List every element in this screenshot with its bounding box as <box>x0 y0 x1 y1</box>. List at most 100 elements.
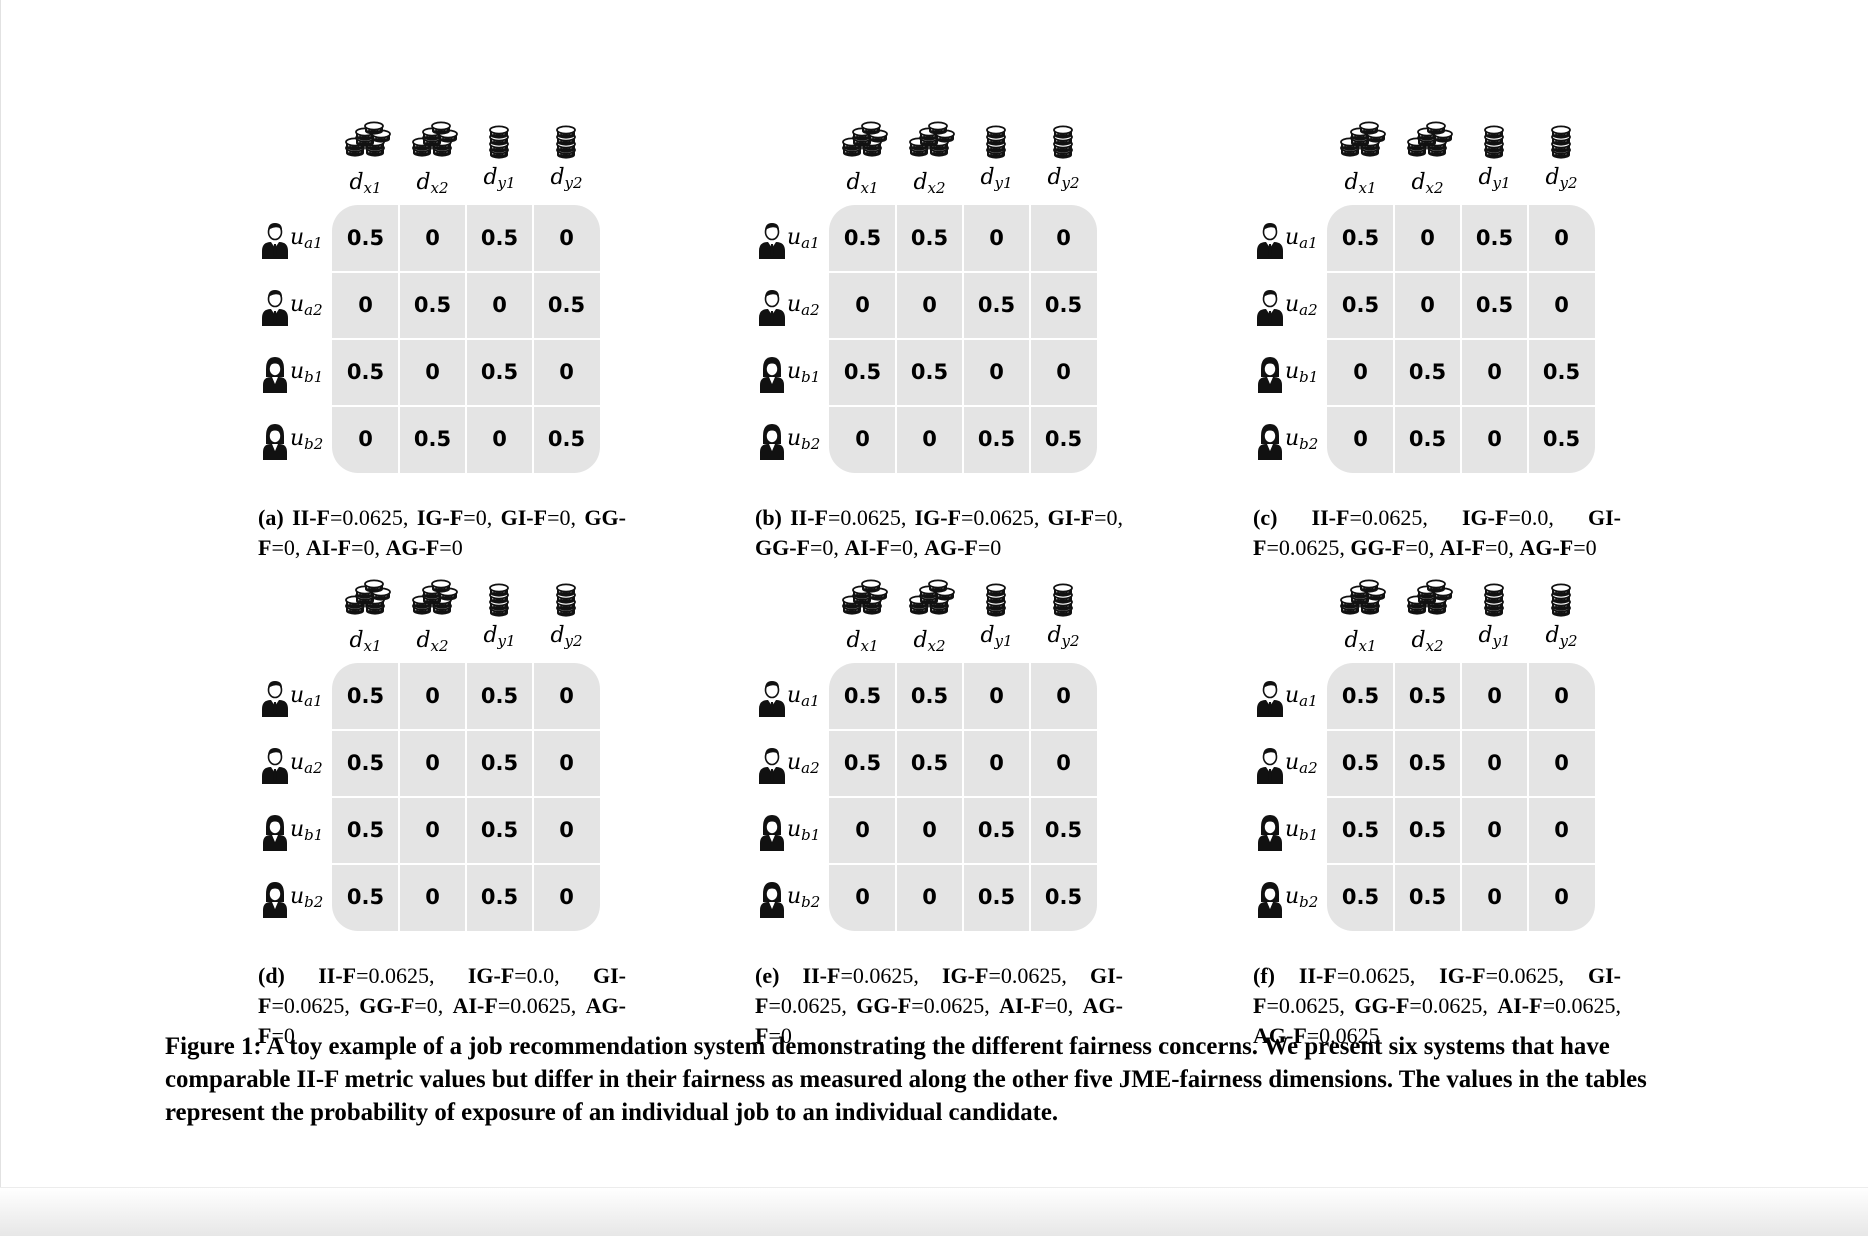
row-header-ub2: ub2 <box>1253 864 1673 931</box>
table-cell: 0.5 <box>1408 818 1447 842</box>
row-label-subscript: a1 <box>304 234 323 252</box>
row-label-base: u <box>787 225 802 250</box>
metric-name: GG-F <box>359 993 415 1018</box>
row-header-ua2: ua2 <box>258 272 678 339</box>
col-label: dx2 <box>896 627 963 660</box>
metric-name: (a) II-F <box>258 505 330 530</box>
metric-value: =0, <box>1485 535 1520 560</box>
male-candidate-icon <box>1257 290 1283 326</box>
table-cell: 0 <box>922 885 937 909</box>
coin-stack-small-icon <box>1551 125 1571 159</box>
row-header-ua2: ua2 <box>258 730 678 797</box>
table-cell: 0 <box>989 684 1004 708</box>
row-label-subscript: b1 <box>801 826 821 844</box>
row-label-subscript: a1 <box>1299 234 1318 252</box>
col-label-subscript: x1 <box>860 179 879 197</box>
female-candidate-icon <box>760 815 784 851</box>
table-cell: 0 <box>922 427 937 451</box>
table-cell: 0.5 <box>1408 684 1447 708</box>
column-headers: dx1 dx2 dy1 dy2 <box>258 576 728 660</box>
metric-name: AI-F <box>1439 535 1486 560</box>
col-header-dx2: dx2 <box>1394 118 1461 202</box>
table-cell: 0 <box>922 293 937 317</box>
male-candidate-icon <box>262 748 288 784</box>
table-cell: 0 <box>1353 360 1368 384</box>
coin-stack-small-icon <box>1053 583 1073 617</box>
col-label-base: d <box>483 165 498 190</box>
table-cell: 0.5 <box>977 293 1016 317</box>
table-cell: 0.5 <box>480 818 519 842</box>
col-label-subscript: y1 <box>497 174 516 192</box>
row-label: ub1 <box>290 357 345 392</box>
table-cell: 0 <box>989 226 1004 250</box>
row-label-subscript: a1 <box>304 692 323 710</box>
row-header-ub2: ub2 <box>755 406 1175 473</box>
metric-value: =0, <box>889 535 925 560</box>
metric-name: (c) II-F <box>1253 505 1350 530</box>
exposure-table: 0.5 0 0.5 0 0.5 0 0.5 0 0 0.5 0 0.5 0 0.5 0 0.5 <box>1327 205 1595 473</box>
table-cell: 0 <box>1487 751 1502 775</box>
col-label-base: d <box>846 628 861 653</box>
subfigure-caption: (f) II-F=0.0625, IG-F=0.0625, GI-F=0.062… <box>1253 961 1621 1051</box>
col-label-subscript: y2 <box>1061 632 1080 650</box>
col-header-dy1: dy1 <box>1461 118 1528 202</box>
metric-name: AI-F <box>305 535 352 560</box>
grid-line <box>332 796 600 798</box>
table-cell: 0 <box>989 360 1004 384</box>
coin-stack-large-icon <box>842 579 888 615</box>
row-header-ub2: ub2 <box>258 406 678 473</box>
col-label: dx1 <box>332 627 399 660</box>
metric-value: =0.0625, <box>1266 535 1351 560</box>
row-label: ua1 <box>1285 681 1340 716</box>
metric-value: =0.0625, <box>827 505 915 530</box>
figure-caption: Figure 1: A toy example of a job recomme… <box>165 1033 1647 1126</box>
col-label-base: d <box>1411 628 1426 653</box>
row-label-subscript: b1 <box>801 368 821 386</box>
female-candidate-icon <box>1258 815 1282 851</box>
row-label-base: u <box>290 225 305 250</box>
row-label: ub2 <box>290 424 345 459</box>
row-label: ub2 <box>787 882 842 917</box>
metric-value: =0.0, <box>1508 505 1588 530</box>
female-candidate-icon <box>1258 357 1282 393</box>
col-label-base: d <box>1478 623 1493 648</box>
row-label-base: u <box>1285 884 1300 909</box>
col-label: dx2 <box>1394 169 1461 202</box>
col-header-dy2: dy2 <box>1528 576 1595 660</box>
table-cell: 0 <box>1056 751 1071 775</box>
col-label-subscript: y2 <box>564 174 583 192</box>
female-candidate-icon <box>263 815 287 851</box>
col-label: dy2 <box>533 164 600 197</box>
row-header-ua1: ua1 <box>1253 205 1673 272</box>
row-header-ua1: ua1 <box>755 205 1175 272</box>
metric-value: =0 <box>768 1023 792 1048</box>
table-cell: 0 <box>1056 226 1071 250</box>
row-label-subscript: a2 <box>1299 759 1318 777</box>
table-cell: 0 <box>1554 818 1569 842</box>
metric-value: =0.0625 <box>1306 1023 1380 1048</box>
grid-line <box>332 338 600 340</box>
col-label: dx1 <box>1327 169 1394 202</box>
col-label-base: d <box>416 628 431 653</box>
col-label-subscript: y2 <box>1559 174 1578 192</box>
row-header-ub1: ub1 <box>258 797 678 864</box>
col-label: dy2 <box>1030 164 1097 197</box>
metric-value: =0.0625, <box>1336 963 1440 988</box>
coin-stack-small-icon <box>1053 125 1073 159</box>
coin-stack-small-icon <box>489 583 509 617</box>
col-label: dx1 <box>829 627 896 660</box>
male-candidate-icon <box>759 290 785 326</box>
table-cell: 0 <box>358 427 373 451</box>
coin-stack-large-icon <box>1340 121 1386 157</box>
metric-name: AI-F <box>999 993 1045 1018</box>
row-label: ub2 <box>1285 424 1340 459</box>
grid-line <box>829 863 1097 865</box>
grid-line <box>332 405 600 407</box>
table-cell: 0.5 <box>910 751 949 775</box>
table-cell: 0.5 <box>1408 360 1447 384</box>
row-label-base: u <box>787 817 802 842</box>
col-label-base: d <box>1047 165 1062 190</box>
col-header-dy1: dy1 <box>466 118 533 202</box>
col-label: dy1 <box>1461 622 1528 655</box>
metric-value: =0.0625, <box>329 505 417 530</box>
